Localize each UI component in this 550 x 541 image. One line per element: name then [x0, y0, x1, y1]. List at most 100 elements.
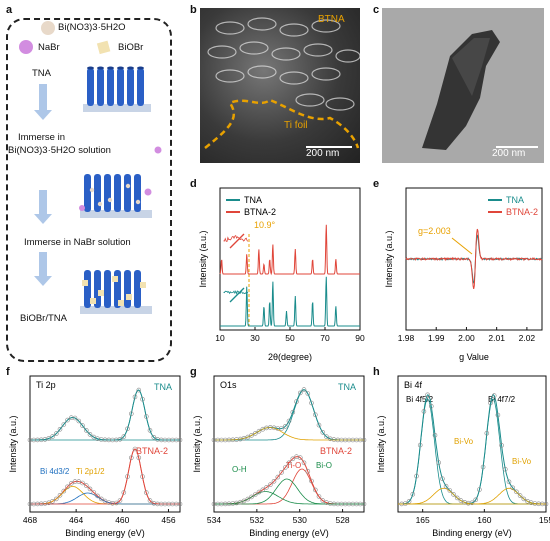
chart-d-xrd: TNA BTNA-2 10.9° 10 30 50 70 90 2θ(degree) I… — [188, 178, 368, 364]
legend-bi-nitrate: Bi(NO3)3·5H2O — [58, 22, 126, 33]
xps-component — [398, 488, 546, 504]
tick-label: 456 — [161, 515, 175, 525]
xps-component — [31, 449, 180, 504]
chart-e-xticks: 1.98 1.99 2.00 2.01 2.02 — [398, 327, 536, 343]
arrow-red — [230, 234, 244, 248]
arrow-teal — [230, 288, 244, 302]
schematic-illustration — [6, 18, 172, 362]
sem-label-ti-foil: Ti foil — [284, 120, 308, 131]
nabr-icon — [19, 40, 33, 54]
chart-d-ylabel: Intensity (a.u.) — [198, 230, 208, 287]
chart-d-frame — [220, 188, 360, 330]
label-ti-o: Ti-O — [286, 461, 301, 470]
chart-g-xlabel: Binding energy (eV) — [249, 528, 329, 538]
legend-biobr: BiOBr — [118, 42, 143, 53]
label-btna-2: BTNA-2 — [320, 446, 352, 456]
bi-nitrate-icon — [41, 21, 55, 35]
xps-component — [31, 390, 180, 440]
arrow-down-icon — [34, 84, 52, 120]
step-immerse-nabr: Immerse in NaBr solution — [24, 237, 131, 248]
tick-label: 460 — [115, 515, 129, 525]
tick-label: 2.01 — [488, 333, 505, 343]
chart-h-ylabel: Intensity (a.u.) — [376, 415, 386, 472]
tick-label: 155 — [539, 515, 550, 525]
chart-e-xlabel: g Value — [459, 352, 489, 362]
xps-component — [398, 399, 546, 504]
label-tna: TNA — [338, 382, 356, 392]
tick-label: 30 — [250, 333, 260, 343]
annotation-10-9: 10.9° — [254, 220, 276, 230]
ti-foil-boundary — [205, 100, 358, 148]
chart-h-curves — [398, 393, 548, 506]
tick-label: 10 — [215, 333, 225, 343]
tick-label: 160 — [477, 515, 491, 525]
panel-label-a: a — [6, 4, 12, 16]
series-btna-2 — [220, 225, 360, 274]
chart-h-title: Bi 4f — [404, 380, 423, 390]
tick-label: 528 — [335, 515, 349, 525]
tick-label: 2.00 — [458, 333, 475, 343]
chart-g-frame — [214, 376, 364, 512]
label-bi-vo-2: Bi-Vo — [512, 457, 532, 466]
xps-fit-curve — [31, 449, 180, 504]
xps-component — [215, 479, 364, 504]
chart-g-xticks: 534 532 530 528 — [207, 509, 350, 525]
chart-e-ylabel: Intensity (a.u.) — [384, 230, 394, 287]
tna-ion-array-icon — [79, 174, 152, 218]
xps-component — [215, 469, 364, 504]
chart-h-xlabel: Binding energy (eV) — [432, 528, 512, 538]
label-bi-4d: Bi 4d3/2 — [40, 467, 70, 476]
btna-inset — [224, 236, 249, 242]
series-tna — [220, 277, 360, 326]
tem-scale-text: 200 nm — [492, 148, 525, 159]
chart-f-frame — [30, 376, 180, 512]
legend-nabr: NaBr — [38, 42, 60, 53]
tick-label: 50 — [285, 333, 295, 343]
tick-label: 1.98 — [398, 333, 415, 343]
chart-h-xticks: 165 160 155 — [416, 509, 550, 525]
step-biobr-tna: BiOBr/TNA — [20, 313, 67, 324]
tick-label: 2.02 — [519, 333, 536, 343]
tick-label: 70 — [320, 333, 330, 343]
xps-component — [398, 488, 546, 504]
tick-label: 532 — [250, 515, 264, 525]
chart-g-o1s: O1s TNA BTNA-2 Ti-O Bi-O O-H 534 532 530 52… — [188, 368, 368, 540]
tick-label: 90 — [355, 333, 365, 343]
label-ti-2p: Ti 2p1/2 — [76, 467, 105, 476]
label-bi-o: Bi-O — [316, 461, 332, 470]
sem-label-btna: BTNA — [318, 14, 345, 25]
annotation-arrow — [452, 238, 472, 254]
xps-component — [31, 493, 180, 504]
tick-label: 468 — [23, 515, 37, 525]
panel-label-b: b — [190, 4, 197, 16]
tem-image — [382, 8, 544, 163]
chart-d-xticks: 10 30 50 70 90 — [215, 327, 365, 343]
chart-f-title: Ti 2p — [36, 380, 56, 390]
label-tna: TNA — [154, 382, 172, 392]
label-o-h: O-H — [232, 465, 247, 474]
label-btna-2: BTNA-2 — [136, 446, 168, 456]
tick-label: 534 — [207, 515, 221, 525]
tna-inset — [224, 291, 249, 294]
biobr-icon — [97, 41, 110, 54]
annotation-g-value: g=2.003 — [418, 226, 451, 236]
tick-label: 165 — [416, 515, 430, 525]
chart-f-xlabel: Binding energy (eV) — [65, 528, 145, 538]
xps-component — [398, 399, 546, 504]
tna-array-icon — [83, 67, 151, 113]
biobr-tna-array-icon — [80, 270, 152, 314]
panel-label-c: c — [373, 4, 379, 16]
xps-fit-curve — [215, 390, 364, 440]
label-bi-vo-1: Bi-Vo — [454, 437, 474, 446]
chart-d-xlabel: 2θ(degree) — [268, 352, 312, 362]
chart-f-ti2p: Ti 2p TNA BTNA-2 Bi 4d3/2 Ti 2p1/2 468 46… — [4, 368, 184, 540]
legend-tna-label: TNA — [244, 195, 262, 205]
legend-btna-label: BTNA-2 — [506, 207, 538, 217]
chart-e-epr: TNA BTNA-2 g=2.003 1.98 1.99 2.00 2.01 2.02 … — [370, 178, 550, 364]
xps-component — [215, 390, 364, 440]
legend-btna-label: BTNA-2 — [244, 207, 276, 217]
xps-fit-curve — [31, 390, 180, 440]
tick-label: 464 — [69, 515, 83, 525]
step-bi-solution: Bi(NO3)3·5H2O solution — [8, 145, 111, 156]
sem-scale-text: 200 nm — [306, 148, 339, 159]
